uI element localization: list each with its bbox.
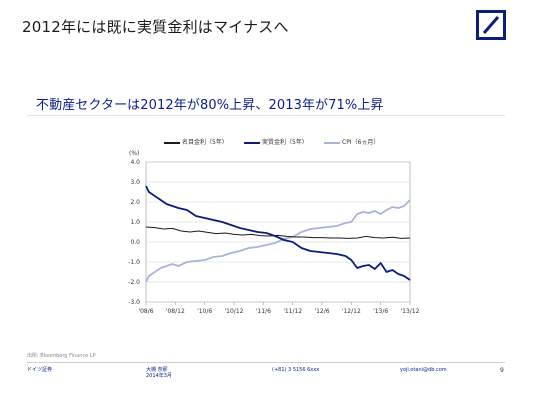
y-tick-label: -3.0 [128,299,140,306]
company-logo [476,10,506,40]
logo-slash-icon [482,16,500,34]
y-tick-label: -1.0 [128,259,140,266]
y-axis-unit-label: (%) [129,150,140,157]
x-tick-label: '10/6 [197,308,212,315]
y-tick-label: 1.0 [130,219,140,226]
legend-label-real: 実質金利（5年） [262,139,308,146]
footer-divider [27,362,505,363]
chart-headline: 不動産セクターは2012年が80%上昇、2013年が71%上昇 [36,98,384,113]
legend-swatch-nominal [164,142,180,144]
x-tick-label: '08/6 [138,308,153,315]
x-tick-label: '12/12 [342,308,361,315]
footer-author-name: 大槻 奈那 [146,367,168,373]
legend-label-cpi: CPI（6ヵ月） [342,139,380,146]
x-tick-label: '13/12 [401,308,420,315]
footer-date: 2014年3月 [146,373,172,379]
footer-email-link[interactable]: yoji.otani@db.com [400,367,447,373]
real-rate-line [145,185,411,281]
x-tick-label: '10/12 [225,308,244,315]
legend-swatch-cpi [324,142,340,144]
x-tick-label: '11/12 [283,308,302,315]
x-tick-label: '13/6 [373,308,388,315]
nominal-rate-line [145,226,411,239]
x-tick-label: '11/6 [256,308,271,315]
footer-author: 大槻 奈那 2014年3月 [146,367,172,379]
x-tick-label: '08/12 [166,308,185,315]
x-tick-label: '12/6 [314,308,329,315]
y-tick-label: 4.0 [130,159,140,166]
legend-swatch-real [244,142,260,144]
page-number: 9 [500,367,504,374]
headline-divider [27,115,505,116]
slide-title: 2012年には既に実質金利はマイナスへ [22,18,289,36]
legend-label-nominal: 名目金利（5年） [182,139,228,146]
footer-phone: (+81) 3 5156 6xxx [272,367,320,373]
cpi-line [145,199,411,283]
source-note: 出所: Bloomberg Finance LP [27,353,96,359]
y-tick-label: -2.0 [128,279,140,286]
y-tick-label: 0.0 [130,239,140,246]
y-tick-label: 3.0 [130,179,140,186]
y-tick-label: 2.0 [130,199,140,206]
footer-company: ドイツ証券 [27,367,53,373]
